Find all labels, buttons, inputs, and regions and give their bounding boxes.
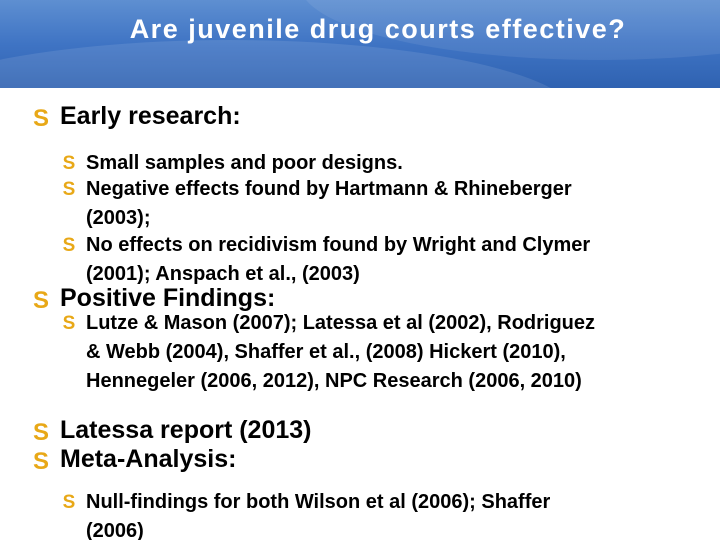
sub-bullet-text: Lutze & Mason (2007); Latessa et al (200… bbox=[86, 312, 596, 334]
title-banner: Are juvenile drug courts effective? bbox=[0, 0, 720, 88]
sub-bullet-icon: S bbox=[62, 492, 76, 513]
sub-bullet-text: Null-findings for both Wilson et al (200… bbox=[86, 491, 551, 513]
bullet-icon: S bbox=[32, 287, 49, 314]
sub-bullet-text: (2003); bbox=[86, 207, 151, 229]
section-heading: Latessa report (2013) bbox=[60, 416, 312, 444]
sub-bullet-text: No effects on recidivism found by Wright… bbox=[86, 234, 591, 256]
bullet-icon: S bbox=[32, 419, 49, 446]
sub-bullet-icon: S bbox=[62, 313, 76, 334]
sub-bullet-text: Hennegeler (2006, 2012), NPC Research (2… bbox=[86, 370, 582, 392]
section-heading: Positive Findings: bbox=[60, 284, 276, 312]
sub-bullet-text: (2006) bbox=[86, 520, 144, 540]
bullet-icon: S bbox=[32, 448, 49, 475]
section-heading: Early research: bbox=[60, 102, 241, 130]
bullet-icon: S bbox=[32, 105, 49, 132]
sub-bullet-icon: S bbox=[62, 153, 76, 174]
sub-bullet-text: Small samples and poor designs. bbox=[86, 152, 403, 174]
section-heading: Meta-Analysis: bbox=[60, 445, 237, 473]
sub-bullet-text: & Webb (2004), Shaffer et al., (2008) Hi… bbox=[86, 341, 566, 363]
sub-bullet-text: Negative effects found by Hartmann & Rhi… bbox=[86, 178, 572, 200]
sub-bullet-icon: S bbox=[62, 235, 76, 256]
sub-bullet-text: (2001); Anspach et al., (2003) bbox=[86, 263, 360, 285]
page-title: Are juvenile drug courts effective? bbox=[129, 14, 627, 44]
sub-bullet-icon: S bbox=[62, 179, 76, 200]
